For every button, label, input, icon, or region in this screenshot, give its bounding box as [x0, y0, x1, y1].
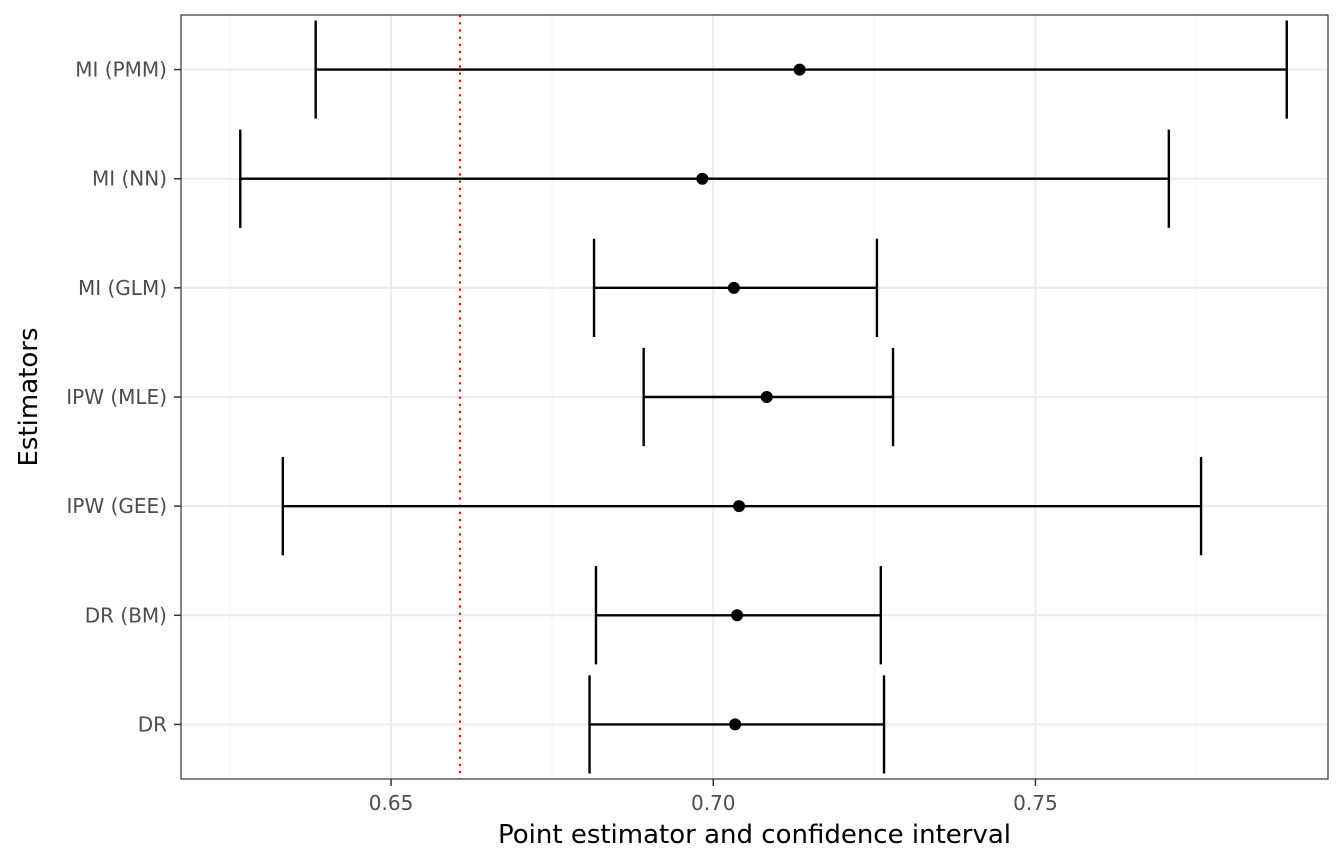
point-estimate: [729, 718, 742, 731]
y-tick-label: DR (BM): [85, 603, 167, 627]
y-tick-label: IPW (MLE): [66, 385, 167, 409]
y-tick-label: DR: [138, 712, 167, 736]
point-estimate: [731, 609, 744, 622]
y-tick-label: MI (NN): [92, 167, 167, 191]
y-tick-label: MI (PMM): [75, 58, 167, 82]
y-tick-label: MI (GLM): [78, 276, 167, 300]
points: [696, 63, 806, 731]
x-tick-label: 0.70: [691, 791, 736, 815]
point-estimate: [733, 500, 746, 513]
point-estimate: [727, 281, 740, 294]
x-axis-ticks: 0.65 0.70 0.75: [369, 779, 1058, 815]
y-axis-ticks: MI (PMM) MI (NN) MI (GLM) IPW (MLE) IPW (GEE…: [66, 58, 181, 736]
point-estimate: [696, 172, 709, 185]
point-estimate: [793, 63, 806, 76]
x-tick-label: 0.65: [369, 791, 414, 815]
x-axis-title: Point estimator and confidence interval: [498, 820, 1011, 850]
y-axis-title: Estimators: [14, 328, 44, 467]
x-tick-label: 0.75: [1013, 791, 1058, 815]
point-estimate: [760, 391, 773, 403]
y-tick-label: IPW (GEE): [67, 494, 167, 518]
